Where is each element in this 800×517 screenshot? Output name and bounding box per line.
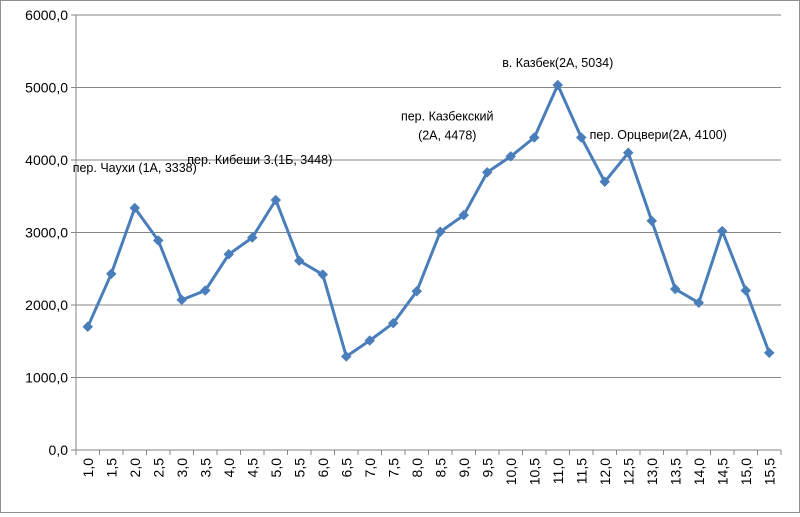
data-point bbox=[505, 151, 517, 162]
x-tick-label: 4,5 bbox=[244, 458, 260, 478]
y-tick-label: 0,0 bbox=[49, 442, 69, 458]
x-tick-label: 6,0 bbox=[315, 458, 331, 478]
x-tick-label: 6,5 bbox=[338, 458, 354, 478]
x-tick-label: 8,5 bbox=[432, 458, 448, 478]
x-tick-label: 1,5 bbox=[103, 458, 119, 478]
data-point bbox=[434, 226, 446, 238]
annotation-label: в. Казбек(2А, 5034) bbox=[502, 56, 613, 70]
data-point bbox=[575, 132, 587, 143]
y-tick-label: 5000,0 bbox=[25, 80, 68, 96]
data-point bbox=[223, 248, 235, 260]
data-point bbox=[763, 347, 775, 359]
x-tick-label: 7,0 bbox=[362, 458, 378, 478]
x-tick-label: 14,0 bbox=[691, 458, 707, 485]
x-tick-label: 13,5 bbox=[667, 458, 683, 485]
x-tick-label: 13,0 bbox=[644, 458, 660, 485]
annotation-label: пер. Чаухи (1А, 3338) bbox=[73, 161, 197, 175]
series-line bbox=[86, 83, 771, 358]
x-tick-label: 5,0 bbox=[268, 458, 284, 478]
data-point bbox=[317, 269, 329, 280]
x-tick-label: 7,5 bbox=[385, 458, 401, 478]
data-point bbox=[740, 285, 752, 296]
x-tick-label: 2,0 bbox=[127, 458, 143, 478]
data-point bbox=[340, 351, 352, 362]
y-tick-label: 1000,0 bbox=[25, 370, 68, 386]
x-tick-label: 10,5 bbox=[526, 458, 542, 485]
x-tick-label: 9,0 bbox=[456, 458, 472, 478]
data-point bbox=[411, 285, 423, 297]
x-tick-label: 15,5 bbox=[761, 458, 777, 485]
x-tick-label: 2,5 bbox=[150, 458, 166, 478]
data-point bbox=[693, 297, 705, 309]
annotation-line: пер. Кибеши 3.(1Б, 3448) bbox=[187, 153, 332, 167]
x-tick-label: 3,0 bbox=[174, 458, 190, 478]
annotation-line: (2А, 4478) bbox=[418, 128, 476, 142]
annotation-label: пер. Кибеши 3.(1Б, 3448) bbox=[187, 153, 332, 167]
x-tick-label: 11,0 bbox=[550, 458, 566, 484]
y-tick-label: 2000,0 bbox=[25, 297, 68, 313]
data-point bbox=[152, 235, 164, 246]
data-point bbox=[528, 132, 540, 143]
data-point bbox=[246, 232, 258, 243]
data-point bbox=[552, 79, 564, 91]
x-tick-label: 10,0 bbox=[503, 458, 519, 485]
data-point bbox=[129, 202, 141, 214]
x-tick-label: 1,0 bbox=[80, 458, 96, 478]
data-point bbox=[387, 317, 399, 329]
data-point bbox=[669, 283, 681, 295]
data-point bbox=[599, 176, 611, 188]
y-tick-label: 3000,0 bbox=[25, 225, 68, 241]
data-point bbox=[622, 147, 634, 159]
annotation-line: пер. Чаухи (1А, 3338) bbox=[73, 161, 197, 175]
x-tick-label: 4,0 bbox=[221, 458, 237, 478]
x-tick-label: 9,5 bbox=[479, 458, 495, 478]
data-point bbox=[293, 255, 305, 267]
data-point bbox=[646, 215, 658, 227]
x-tick-label: 12,5 bbox=[620, 458, 636, 485]
data-point bbox=[481, 166, 493, 178]
annotation-line: пер. Казбекский bbox=[401, 109, 494, 123]
x-tick-label: 12,0 bbox=[597, 458, 613, 485]
data-point bbox=[82, 321, 94, 333]
y-tick-label: 4000,0 bbox=[25, 152, 68, 168]
y-tick-label: 6000,0 bbox=[25, 7, 68, 23]
x-tick-label: 5,5 bbox=[291, 458, 307, 478]
data-point bbox=[176, 294, 188, 306]
data-point bbox=[105, 268, 117, 280]
x-tick-label: 14,5 bbox=[714, 458, 730, 485]
annotation-line: в. Казбек(2А, 5034) bbox=[502, 56, 613, 70]
data-point bbox=[458, 209, 470, 221]
annotation-label: пер. Казбекский (2А, 4478) bbox=[401, 109, 494, 142]
x-tick-label: 11,5 bbox=[573, 458, 589, 484]
x-tick-label: 3,5 bbox=[197, 458, 213, 478]
data-point bbox=[716, 225, 728, 237]
x-tick-label: 15,0 bbox=[738, 458, 754, 485]
annotation-line: пер. Орцвери(2А, 4100) bbox=[590, 128, 727, 142]
data-point bbox=[199, 285, 211, 296]
annotation-label: пер. Орцвери(2А, 4100) bbox=[590, 128, 727, 142]
data-point bbox=[364, 335, 376, 346]
data-point bbox=[270, 194, 282, 206]
x-tick-label: 8,0 bbox=[409, 458, 425, 478]
